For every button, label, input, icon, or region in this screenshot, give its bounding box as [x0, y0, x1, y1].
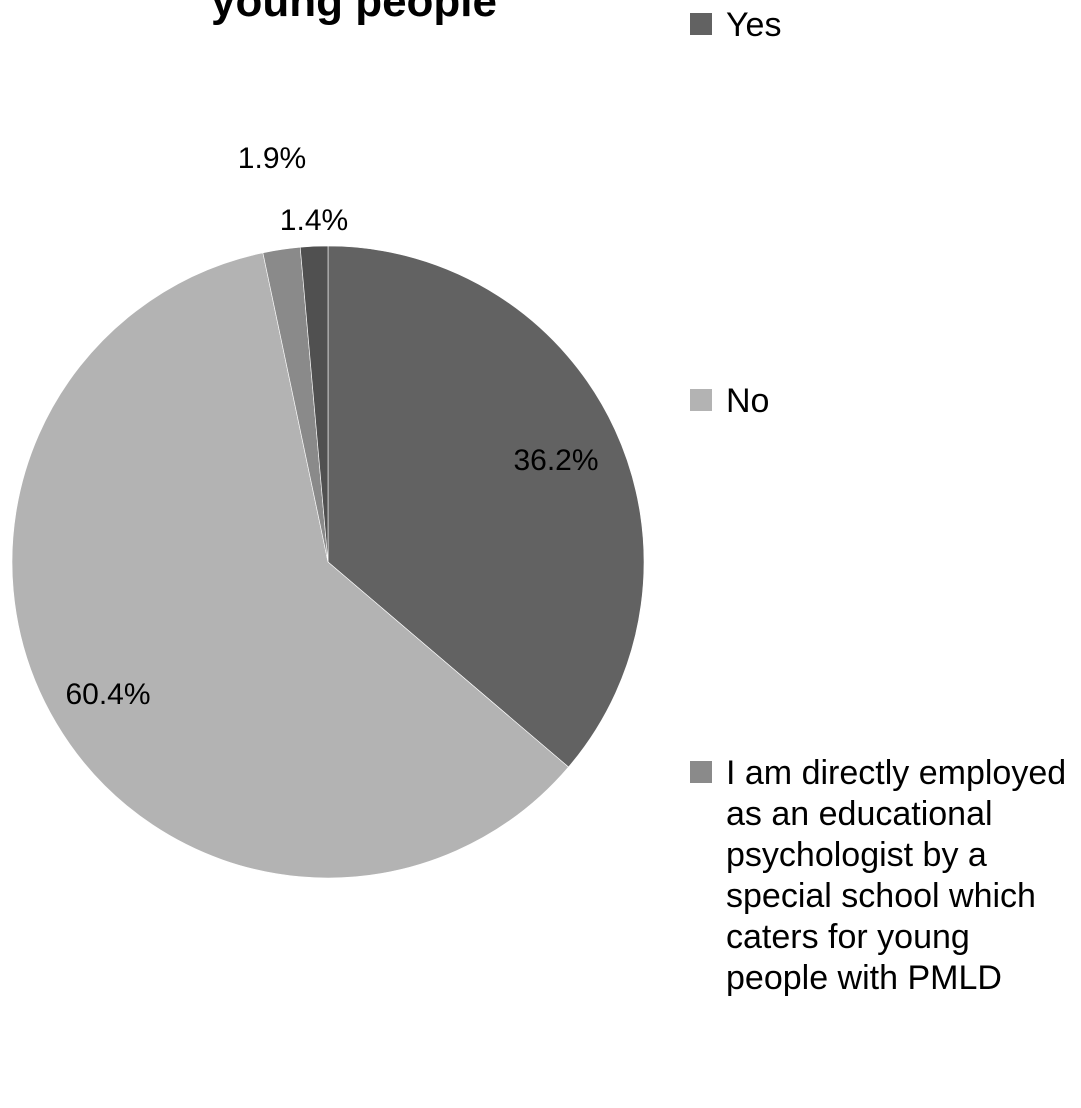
legend-item-no: No [690, 382, 769, 420]
data-label-yes: 36.2% [513, 444, 598, 477]
legend-swatch-employed-by-special-school [690, 761, 712, 783]
legend: Yes No I am directly employed as an educati… [690, 6, 1066, 997]
data-label-no: 60.4% [65, 678, 150, 711]
pie-slice-no [11, 252, 569, 879]
pie-slice-yes [327, 245, 645, 768]
pie-slices [11, 245, 645, 879]
legend-swatch-no [690, 389, 712, 411]
legend-label-no: No [726, 382, 769, 420]
legend-label-employed-by-special-school: I am directly employed as an educational p… [726, 754, 1066, 997]
legend-item-employed-by-special-school: I am directly employed as an educational p… [690, 754, 1066, 997]
data-label-employed-by-special-school: 1.9% [238, 142, 306, 175]
pie-slice-other [299, 245, 329, 563]
chart-title: young people [211, 0, 497, 26]
pie-data-labels: 36.2% 60.4% 1.9% 1.4% [65, 142, 598, 711]
data-label-other: 1.4% [280, 204, 348, 237]
legend-label-yes: Yes [726, 6, 781, 44]
legend-item-yes: Yes [690, 6, 781, 44]
legend-swatch-yes [690, 13, 712, 35]
